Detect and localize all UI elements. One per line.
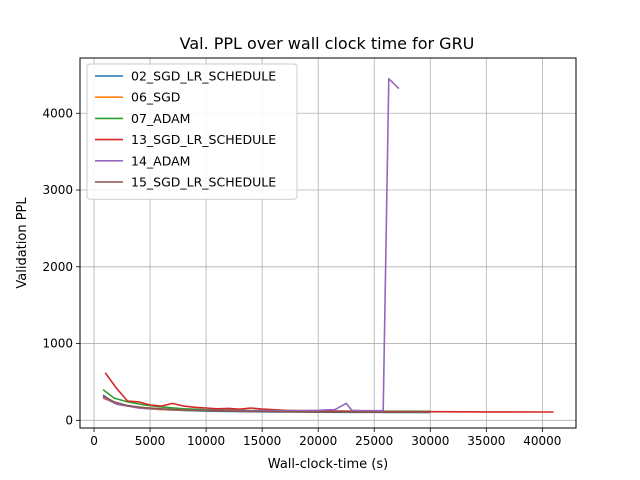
legend: 02_SGD_LR_SCHEDULE 06_SGD 07_ADAM 13_SGD_LR…	[86, 63, 298, 200]
x-tick-label: 10000	[187, 434, 225, 448]
x-tick-label: 0	[90, 434, 98, 448]
x-tick-label: 40000	[523, 434, 561, 448]
y-axis-label: Validation PPL	[15, 197, 30, 289]
x-tick-label: 25000	[355, 434, 393, 448]
x-tick-label: 35000	[467, 434, 505, 448]
y-tick-label: 3000	[42, 183, 73, 197]
chart-title: Val. PPL over wall clock time for GRU	[180, 34, 475, 53]
legend-entry: 15_SGD_LR_SCHEDULE	[131, 175, 276, 190]
y-tick-label: 1000	[42, 337, 73, 351]
legend-entry: 02_SGD_LR_SCHEDULE	[131, 69, 276, 84]
axis-ticks: 0 5000 10000 15000 20000 25000 30000 35000 40000…	[42, 106, 561, 448]
legend-box	[86, 63, 298, 200]
x-tick-label: 30000	[411, 434, 449, 448]
y-tick-label: 2000	[42, 260, 73, 274]
y-tick-label: 4000	[42, 106, 73, 120]
legend-entry: 06_SGD	[131, 90, 180, 105]
y-tick-label: 0	[65, 413, 73, 427]
series-line-15-sgd-lr-schedule	[102, 395, 431, 414]
plot-frame	[79, 57, 577, 429]
series-group	[102, 77, 554, 414]
x-tick-label: 20000	[299, 434, 337, 448]
legend-entry: 14_ADAM	[131, 153, 190, 168]
x-tick-label: 15000	[243, 434, 281, 448]
x-tick-label: 5000	[135, 434, 166, 448]
legend-entry: 13_SGD_LR_SCHEDULE	[131, 132, 276, 147]
x-axis-label: Wall-clock-time (s)	[268, 457, 388, 472]
legend-entry: 07_ADAM	[131, 111, 190, 126]
